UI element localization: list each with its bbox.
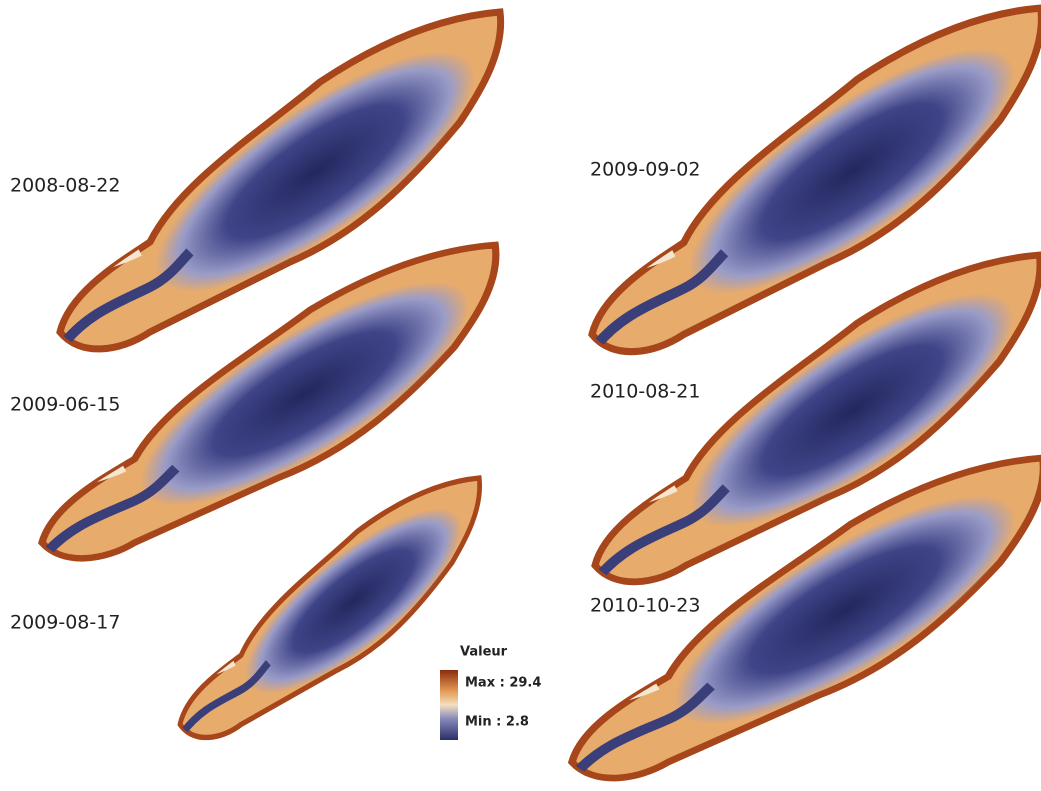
lake-map [180,478,483,737]
date-label: 2009-08-17 [10,612,120,634]
date-label: 2009-09-02 [590,159,700,181]
date-label: 2010-08-21 [590,381,700,403]
legend-title: Valeur [460,645,508,660]
legend-max: Max : 29.4 [465,676,541,691]
date-label: 2009-06-15 [10,394,120,416]
legend-ramp [440,670,458,740]
legend: Valeur Max : 29.4 Min : 2.8 [440,645,541,740]
date-label: 2010-10-23 [590,595,700,617]
date-label: 2008-08-22 [10,175,120,197]
legend-min: Min : 2.8 [465,715,529,730]
